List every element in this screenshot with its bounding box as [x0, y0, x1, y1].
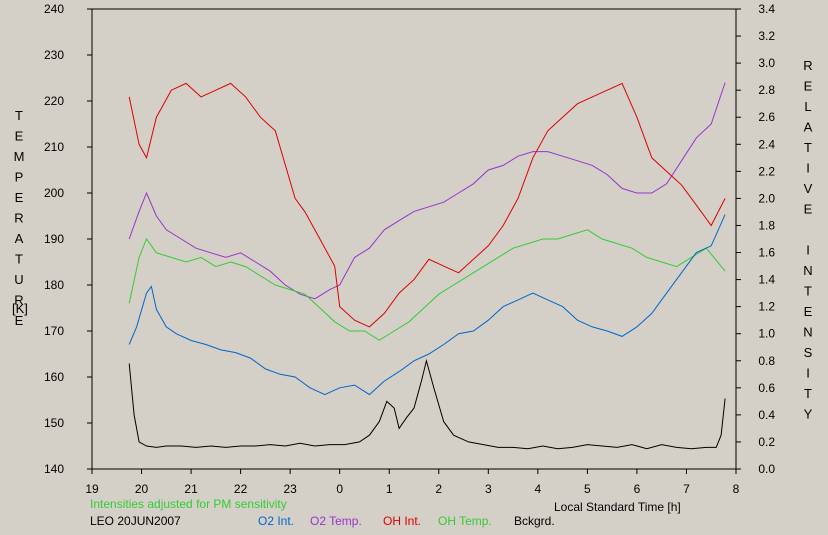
right-tick-label: 0.0: [758, 462, 775, 476]
x-axis-title: Local Standard Time [h]: [554, 500, 681, 514]
axis-label-letter: T: [804, 284, 812, 299]
x-tick-label: 22: [234, 482, 248, 496]
right-tick-label: 2.6: [758, 110, 775, 124]
y-left-unit: [K]: [12, 301, 28, 316]
axis-label-letter: Y: [804, 407, 813, 422]
axis-label-letter: R: [14, 293, 23, 308]
axis-label-letter: I: [806, 243, 810, 258]
right-tick-label: 2.2: [758, 164, 775, 178]
series-o2-int: [128, 214, 726, 396]
axis-label-letter: A: [804, 120, 813, 135]
axis-label-letter: S: [804, 345, 813, 360]
left-tick-label: 150: [44, 416, 64, 430]
x-axis: 19 20 21 22 23 0 1 2 3 4 5 6 7 8: [85, 469, 740, 496]
legend-o2-temp: O2 Temp.: [310, 514, 362, 528]
x-tick-label: 8: [733, 482, 740, 496]
axis-label-letter: N: [803, 325, 812, 340]
right-tick-label: 3.2: [758, 29, 775, 43]
x-tick-label: 3: [485, 482, 492, 496]
pm-sensitivity-note: Intensities adjusted for PM sensitivity: [90, 497, 287, 511]
x-tick-label: 4: [535, 482, 542, 496]
axis-label-letter: V: [804, 181, 813, 196]
left-tick-label: 210: [44, 140, 64, 154]
axis-label-letter: P: [15, 170, 24, 185]
x-tick-label: 19: [85, 482, 99, 496]
x-tick-label: 20: [135, 482, 149, 496]
legend-o2-int: O2 Int.: [258, 514, 295, 528]
left-axis: 240 230 220 210 200 190 180 170 160 150 140: [44, 2, 92, 476]
right-tick-label: 1.4: [758, 273, 775, 287]
legend-oh-temp: OH Temp.: [438, 514, 492, 528]
series-bckgrd: [128, 358, 726, 450]
axis-label-letter: U: [14, 272, 23, 287]
right-tick-label: 1.8: [758, 218, 775, 232]
axis-label-letter: E: [15, 190, 24, 205]
x-tick-label: 7: [683, 482, 690, 496]
plot-area: [91, 8, 737, 470]
axis-label-letter: T: [804, 386, 812, 401]
axis-label-letter: E: [15, 313, 24, 328]
x-tick-label: 21: [184, 482, 198, 496]
series-oh-int: [128, 82, 726, 328]
x-tick-label: 0: [336, 482, 343, 496]
left-tick-label: 160: [44, 370, 64, 384]
axis-label-letter: E: [804, 304, 813, 319]
axis-label-letter: M: [14, 149, 25, 164]
axis-label-letter: I: [806, 161, 810, 176]
right-tick-label: 0.8: [758, 354, 775, 368]
axis-label-letter: T: [804, 140, 812, 155]
left-tick-label: 170: [44, 324, 64, 338]
left-tick-label: 140: [44, 462, 64, 476]
right-tick-label: 2.8: [758, 83, 775, 97]
series-layer: [128, 82, 726, 450]
station-date: LEO 20JUN2007: [90, 514, 181, 528]
axis-label-letter: E: [804, 79, 813, 94]
axis-label-letter: R: [14, 211, 23, 226]
axis-label-letter: E: [804, 202, 813, 217]
left-tick-label: 180: [44, 278, 64, 292]
axis-label-letter: L: [804, 99, 811, 114]
x-tick-label: 2: [435, 482, 442, 496]
right-tick-label: 0.4: [758, 408, 775, 422]
series-oh-temp: [128, 229, 726, 341]
right-axis: 3.4 3.2 3.0 2.8 2.6 2.4 2.2 2.0 1.8 1.6 1.4 1.2 1.0 0…: [736, 2, 775, 476]
x-tick-label: 5: [584, 482, 591, 496]
x-tick-label: 1: [386, 482, 393, 496]
axis-label-letter: A: [15, 231, 24, 246]
right-tick-label: 1.6: [758, 246, 775, 260]
x-tick-label: 6: [634, 482, 641, 496]
right-tick-label: 3.0: [758, 56, 775, 70]
right-tick-label: 2.0: [758, 191, 775, 205]
axis-label-letter: T: [15, 108, 23, 123]
left-tick-label: 240: [44, 2, 64, 16]
left-tick-label: 220: [44, 94, 64, 108]
right-tick-label: 2.4: [758, 137, 775, 151]
axis-label-letter: N: [803, 263, 812, 278]
axis-label-letter: E: [15, 129, 24, 144]
left-tick-label: 200: [44, 186, 64, 200]
right-tick-label: 1.2: [758, 300, 775, 314]
left-tick-label: 230: [44, 48, 64, 62]
series-o2-temp: [128, 82, 726, 300]
legend-bckgrd: Bckgrd.: [514, 514, 555, 528]
legend-oh-int: OH Int.: [383, 514, 422, 528]
right-tick-label: 0.6: [758, 381, 775, 395]
x-tick-label: 23: [283, 482, 297, 496]
right-tick-label: 0.2: [758, 435, 775, 449]
left-tick-label: 190: [44, 232, 64, 246]
right-tick-label: 1.0: [758, 327, 775, 341]
axis-label-letter: R: [803, 58, 812, 73]
right-tick-label: 3.4: [758, 2, 775, 16]
axis-label-letter: T: [15, 252, 23, 267]
axis-label-letter: I: [806, 366, 810, 381]
